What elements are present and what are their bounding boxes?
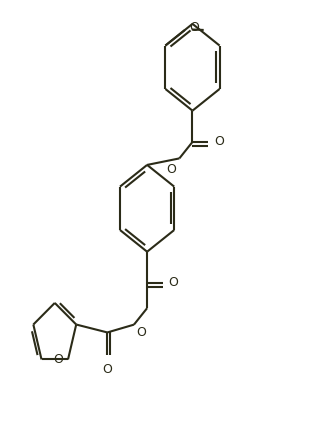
Text: O: O (53, 353, 63, 366)
Text: O: O (166, 163, 176, 176)
Text: O: O (102, 363, 112, 376)
Text: O: O (168, 276, 178, 289)
Text: O: O (136, 326, 146, 339)
Text: O: O (214, 135, 224, 148)
Text: O: O (189, 21, 199, 34)
